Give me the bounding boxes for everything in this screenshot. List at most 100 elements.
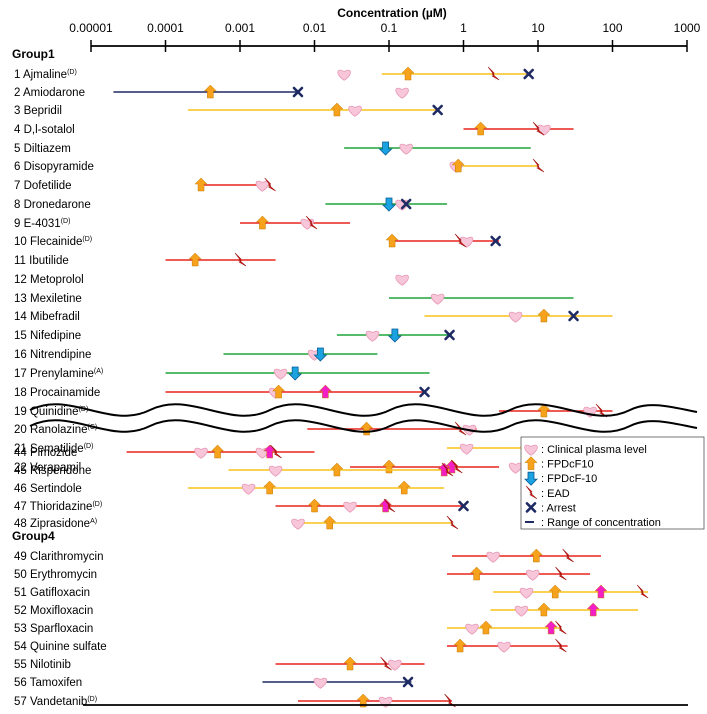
clinical-plasma-level-marker: [519, 587, 534, 599]
clinical-plasma-level-marker: [508, 462, 523, 474]
x-axis-title: Concentration (µM): [337, 6, 447, 20]
drug-label: 4 D,l-sotalol: [14, 124, 75, 136]
clinical-plasma-level-marker: [241, 483, 256, 495]
drug-row: 1 Ajmaline(D): [14, 66, 534, 81]
legend-label: : FPDcF-10: [541, 473, 597, 485]
arrest-marker: [419, 386, 430, 398]
drug-name: 8 Dronedarone: [14, 199, 91, 211]
fpdcf10-marker: [401, 66, 415, 81]
x-tick-label: 0.01: [303, 21, 327, 35]
fpdcf10-marker: [272, 384, 286, 399]
arrest-marker: [400, 198, 412, 210]
drug-row: 48 ZiprasidoneA): [14, 515, 459, 530]
drug-annotation: (D): [92, 501, 102, 508]
fpdcf10-marker: [537, 403, 551, 418]
clinical-plasma-level-marker: [194, 447, 208, 459]
fpdcf-minus10-marker: [382, 197, 396, 212]
drug-name: 14 Mibefradil: [14, 311, 80, 323]
drug-name: 53 Sparfloxacin: [14, 623, 93, 635]
fpdcf10-marker: [255, 215, 270, 230]
ead-marker: [451, 459, 463, 474]
drug-label: 7 Dofetilide: [14, 180, 72, 192]
drug-name: 4 D,l-sotalol: [14, 124, 75, 136]
clinical-plasma-level-marker: [268, 465, 283, 477]
ead-marker: [270, 444, 282, 459]
fpdcf-minus10-marker: [313, 347, 328, 362]
ead-marker: [305, 215, 318, 230]
fpdcf10-marker: [529, 548, 543, 563]
drug-label: 55 Nilotinib: [14, 659, 71, 671]
drug-name: 22 Verapamil: [14, 462, 81, 474]
drug-annotation: A): [90, 518, 97, 525]
drug-name: 57 Vandetanib: [14, 696, 87, 708]
fpdcf-minus10-marker: [288, 366, 303, 381]
fpdcf10-marker: [479, 620, 493, 635]
drug-annotation: (D): [82, 236, 92, 243]
drug-name: 46 Sertindole: [14, 483, 82, 495]
drug-row: 9 E-4031(D): [14, 215, 351, 230]
drug-label: 13 Mexiletine: [14, 293, 82, 305]
clinical-plasma-level-marker: [337, 69, 351, 81]
drug-label: 15 Nifedipine: [14, 330, 81, 342]
drug-name: 12 Metoprolol: [14, 274, 84, 286]
fpdcf10-marker: [537, 602, 551, 617]
drug-label: 3 Bepridil: [14, 105, 62, 117]
arrest-marker: [458, 500, 469, 512]
drug-row: 6 Disopyramide: [14, 158, 545, 173]
drug-name: 21 Sematilide: [14, 443, 84, 455]
drug-label: 53 Sparfloxacin: [14, 623, 93, 635]
clinical-plasma-level-marker: [343, 501, 357, 513]
fpdcf10-marker: [194, 177, 208, 192]
clinical-plasma-level-marker: [313, 677, 328, 689]
x-axis-ticks: 0.00001 0.0001 0.001 0.01 0.1 1 10 100 1000: [69, 21, 701, 52]
drug-row: 14 Mibefradil: [14, 308, 613, 323]
fpdcf10-marker: [453, 638, 467, 653]
ead-marker: [234, 252, 247, 267]
drug-row: 50 Erythromycin: [14, 566, 591, 581]
fpdcf10-marker-magenta: [586, 602, 600, 617]
drug-name: 16 Nitrendipine: [14, 349, 91, 361]
drug-label: 51 Gatifloxacin: [14, 587, 90, 599]
x-tick-label: 10: [531, 21, 545, 35]
drug-label: 12 Metoprolol: [14, 274, 84, 286]
drug-label: 45 Risperidone: [14, 465, 91, 477]
fpdcf10-marker-magenta: [318, 384, 332, 399]
fpdcf10-marker: [385, 233, 399, 248]
ead-marker: [555, 620, 567, 635]
fpdcf-minus10-marker: [378, 141, 393, 156]
ead-marker: [444, 693, 456, 708]
drug-name: 47 Thioridazine: [14, 501, 92, 513]
drug-row: 16 Nitrendipine: [14, 347, 378, 362]
drug-annotation: (D): [84, 443, 94, 450]
fpdcf10-marker: [474, 121, 488, 136]
fpdcf10-marker: [470, 566, 484, 581]
drug-label: 8 Dronedarone: [14, 199, 91, 211]
drug-row: 47 Thioridazine(D): [14, 498, 469, 513]
arrest-marker: [490, 235, 501, 247]
legend-ead-icon: [525, 485, 538, 500]
drug-annotation: (A): [94, 368, 103, 375]
group-label: Group4: [12, 529, 55, 543]
clinical-plasma-level-marker: [430, 293, 445, 305]
drug-label: 16 Nitrendipine: [14, 349, 91, 361]
clinical-plasma-level-marker: [255, 180, 270, 192]
drug-name: 48 Ziprasidone: [14, 518, 90, 530]
fpdcf-minus10-marker: [387, 328, 402, 343]
drug-name: 54 Quinine sulfate: [14, 641, 107, 653]
drug-name: 15 Nifedipine: [14, 330, 81, 342]
drug-annotation: (D): [79, 406, 89, 413]
clinical-plasma-level-marker: [459, 236, 474, 248]
x-tick-label: 100: [602, 21, 622, 35]
drug-name: 44 Pimozide: [14, 447, 77, 459]
ead-marker: [595, 403, 608, 418]
fpdcf10-marker: [210, 444, 225, 459]
drug-name: 7 Dofetilide: [14, 180, 72, 192]
drug-label: 21 Sematilide(D): [14, 443, 93, 455]
drug-label: 46 Sertindole: [14, 483, 82, 495]
drug-row: 10 Flecainide(D): [14, 233, 501, 248]
fpdcf10-marker: [263, 480, 277, 495]
drug-name: 6 Disopyramide: [14, 161, 94, 173]
ead-marker: [441, 462, 454, 477]
drug-label: 14 Mibefradil: [14, 311, 80, 323]
fpdcf10-marker: [537, 308, 551, 323]
